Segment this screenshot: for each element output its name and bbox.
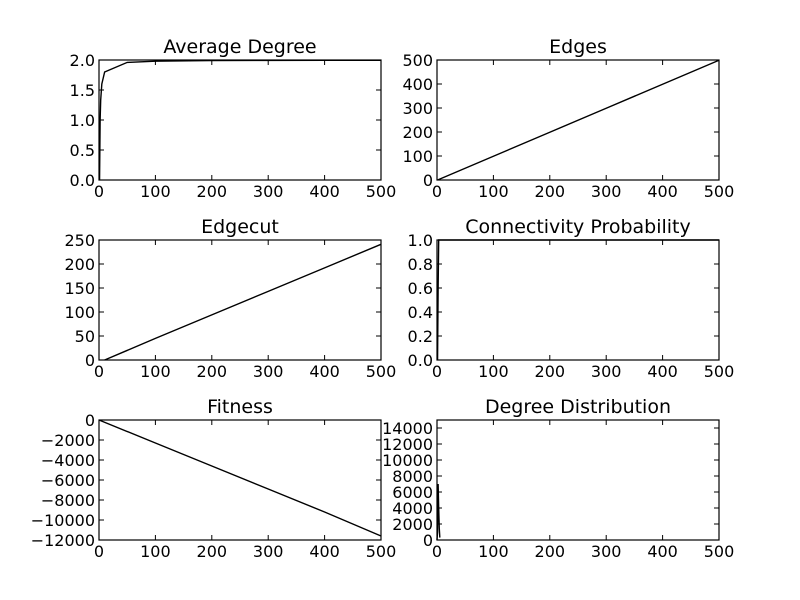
fitness-xtick-label: 0 [94,542,104,561]
average-degree-ytick-label: 0.0 [70,171,95,190]
average-degree-xtick-label: 100 [140,182,171,201]
degree-distribution-ytick-label: 0 [423,531,433,550]
connectivity-probability-ytick-label: 0.4 [408,303,433,322]
fitness-ytick-label: −2000 [41,431,95,450]
fitness-ytick-label: −12000 [31,531,95,550]
edgecut-xtick-label: 300 [253,362,284,381]
edgecut-xtick-label: 100 [140,362,171,381]
edgecut-xtick-label: 200 [197,362,228,381]
degree-distribution-ytick-label: 6000 [392,483,433,502]
edges-title: Edges [549,36,607,58]
connectivity-probability-series-line [436,239,719,361]
fitness-chart: Fitness 0 100 200 300 400 500 −12000−10000−8000… [31,396,397,561]
edgecut-chart: Edgecut 0 100 200 300 400 500 0 50 100 150 200 250 [64,216,396,381]
edgecut-ytick-label: 200 [64,255,95,274]
degree-distribution-ytick-label: 8000 [392,467,433,486]
fitness-ytick-label: −10000 [31,511,95,530]
connectivity-probability-title: Connectivity Probability [465,216,691,238]
degree-distribution-xtick-label: 400 [647,542,678,561]
edges-ytick-label: 0 [423,171,433,190]
edges-series-line [437,59,720,181]
degree-distribution-title: Degree Distribution [485,396,671,418]
fitness-xtick-label: 200 [197,542,228,561]
fitness-ytick-label: −8000 [41,491,95,510]
connectivity-probability-xtick-label: 200 [535,362,566,381]
fitness-xtick-label: 500 [366,542,397,561]
average-degree-series-line [98,59,382,181]
fitness-title: Fitness [207,396,273,418]
degree-distribution-ytick-label: 14000 [382,419,433,438]
connectivity-probability-xtick-label: 100 [478,362,509,381]
edgecut-title: Edgecut [201,216,279,238]
edges-ytick-label: 300 [402,99,433,118]
edges-chart: Edges 0 100 200 300 400 500 0 100 200 300 400 500 [402,36,734,201]
average-degree-chart: Average Degree 0 100 200 300 400 500 0.0 0.5 1.0 1… [70,36,397,201]
edges-xtick-label: 200 [535,182,566,201]
edgecut-ytick-label: 100 [64,303,95,322]
fitness-ytick-label: −4000 [41,451,95,470]
degree-distribution-ytick-label: 12000 [382,435,433,454]
average-degree-ytick-label: 1.0 [70,111,95,130]
degree-distribution-xtick-label: 200 [535,542,566,561]
edgecut-ytick-label: 150 [64,279,95,298]
degree-distribution-xtick-label: 0 [432,542,442,561]
average-degree-xtick-label: 200 [197,182,228,201]
edges-xtick-label: 400 [647,182,678,201]
fitness-xtick-label: 300 [253,542,284,561]
edges-xtick-label: 0 [432,182,442,201]
edgecut-ytick-label: 50 [75,327,95,346]
edgecut-ytick-label: 250 [64,231,95,250]
edges-ytick-label: 500 [402,51,433,70]
connectivity-probability-ytick-label: 0.6 [408,279,433,298]
degree-distribution-series-line [436,483,441,541]
edgecut-series-line [104,243,382,361]
connectivity-probability-ytick-label: 0.8 [408,255,433,274]
fitness-series-line [98,419,382,537]
average-degree-xtick-label: 0 [94,182,104,201]
connectivity-probability-ytick-label: 1.0 [408,231,433,250]
connectivity-probability-xtick-label: 0 [432,362,442,381]
edges-xtick-label: 500 [704,182,735,201]
fitness-ytick-label: −6000 [41,471,95,490]
fitness-ytick-label: 0 [85,411,95,430]
degree-distribution-xtick-label: 100 [478,542,509,561]
connectivity-probability-xtick-label: 300 [591,362,622,381]
degree-distribution-ytick-label: 2000 [392,515,433,534]
connectivity-probability-xtick-label: 400 [647,362,678,381]
average-degree-ytick-label: 1.5 [70,81,95,100]
edgecut-xtick-label: 500 [366,362,397,381]
edges-xtick-label: 100 [478,182,509,201]
average-degree-ytick-label: 0.5 [70,141,95,160]
edgecut-plot-area [98,239,382,361]
degree-distribution-xtick-label: 300 [591,542,622,561]
fitness-xtick-label: 100 [140,542,171,561]
edges-xtick-label: 300 [591,182,622,201]
average-degree-xtick-label: 400 [309,182,340,201]
edgecut-xtick-label: 0 [94,362,104,381]
edges-ytick-label: 400 [402,75,433,94]
edgecut-xtick-label: 400 [309,362,340,381]
fitness-xtick-label: 400 [309,542,340,561]
edges-ytick-label: 200 [402,123,433,142]
degree-distribution-ytick-label: 4000 [392,499,433,518]
connectivity-probability-plot-area [436,239,720,361]
average-degree-xtick-label: 300 [253,182,284,201]
connectivity-probability-ytick-label: 0.2 [408,327,433,346]
degree-distribution-ytick-label: 10000 [382,451,433,470]
connectivity-probability-chart: Connectivity Probability 0 100 200 300 400 500… [408,216,735,381]
fitness-plot-area [98,419,382,541]
edgecut-ytick-label: 0 [85,351,95,370]
degree-distribution-xtick-label: 500 [704,542,735,561]
average-degree-plot-area [98,59,382,181]
average-degree-ytick-label: 2.0 [70,51,95,70]
connectivity-probability-xtick-label: 500 [704,362,735,381]
degree-distribution-plot-area [436,419,720,541]
connectivity-probability-ytick-label: 0.0 [408,351,433,370]
average-degree-xtick-label: 500 [366,182,397,201]
average-degree-title: Average Degree [163,36,316,58]
edges-ytick-label: 100 [402,147,433,166]
